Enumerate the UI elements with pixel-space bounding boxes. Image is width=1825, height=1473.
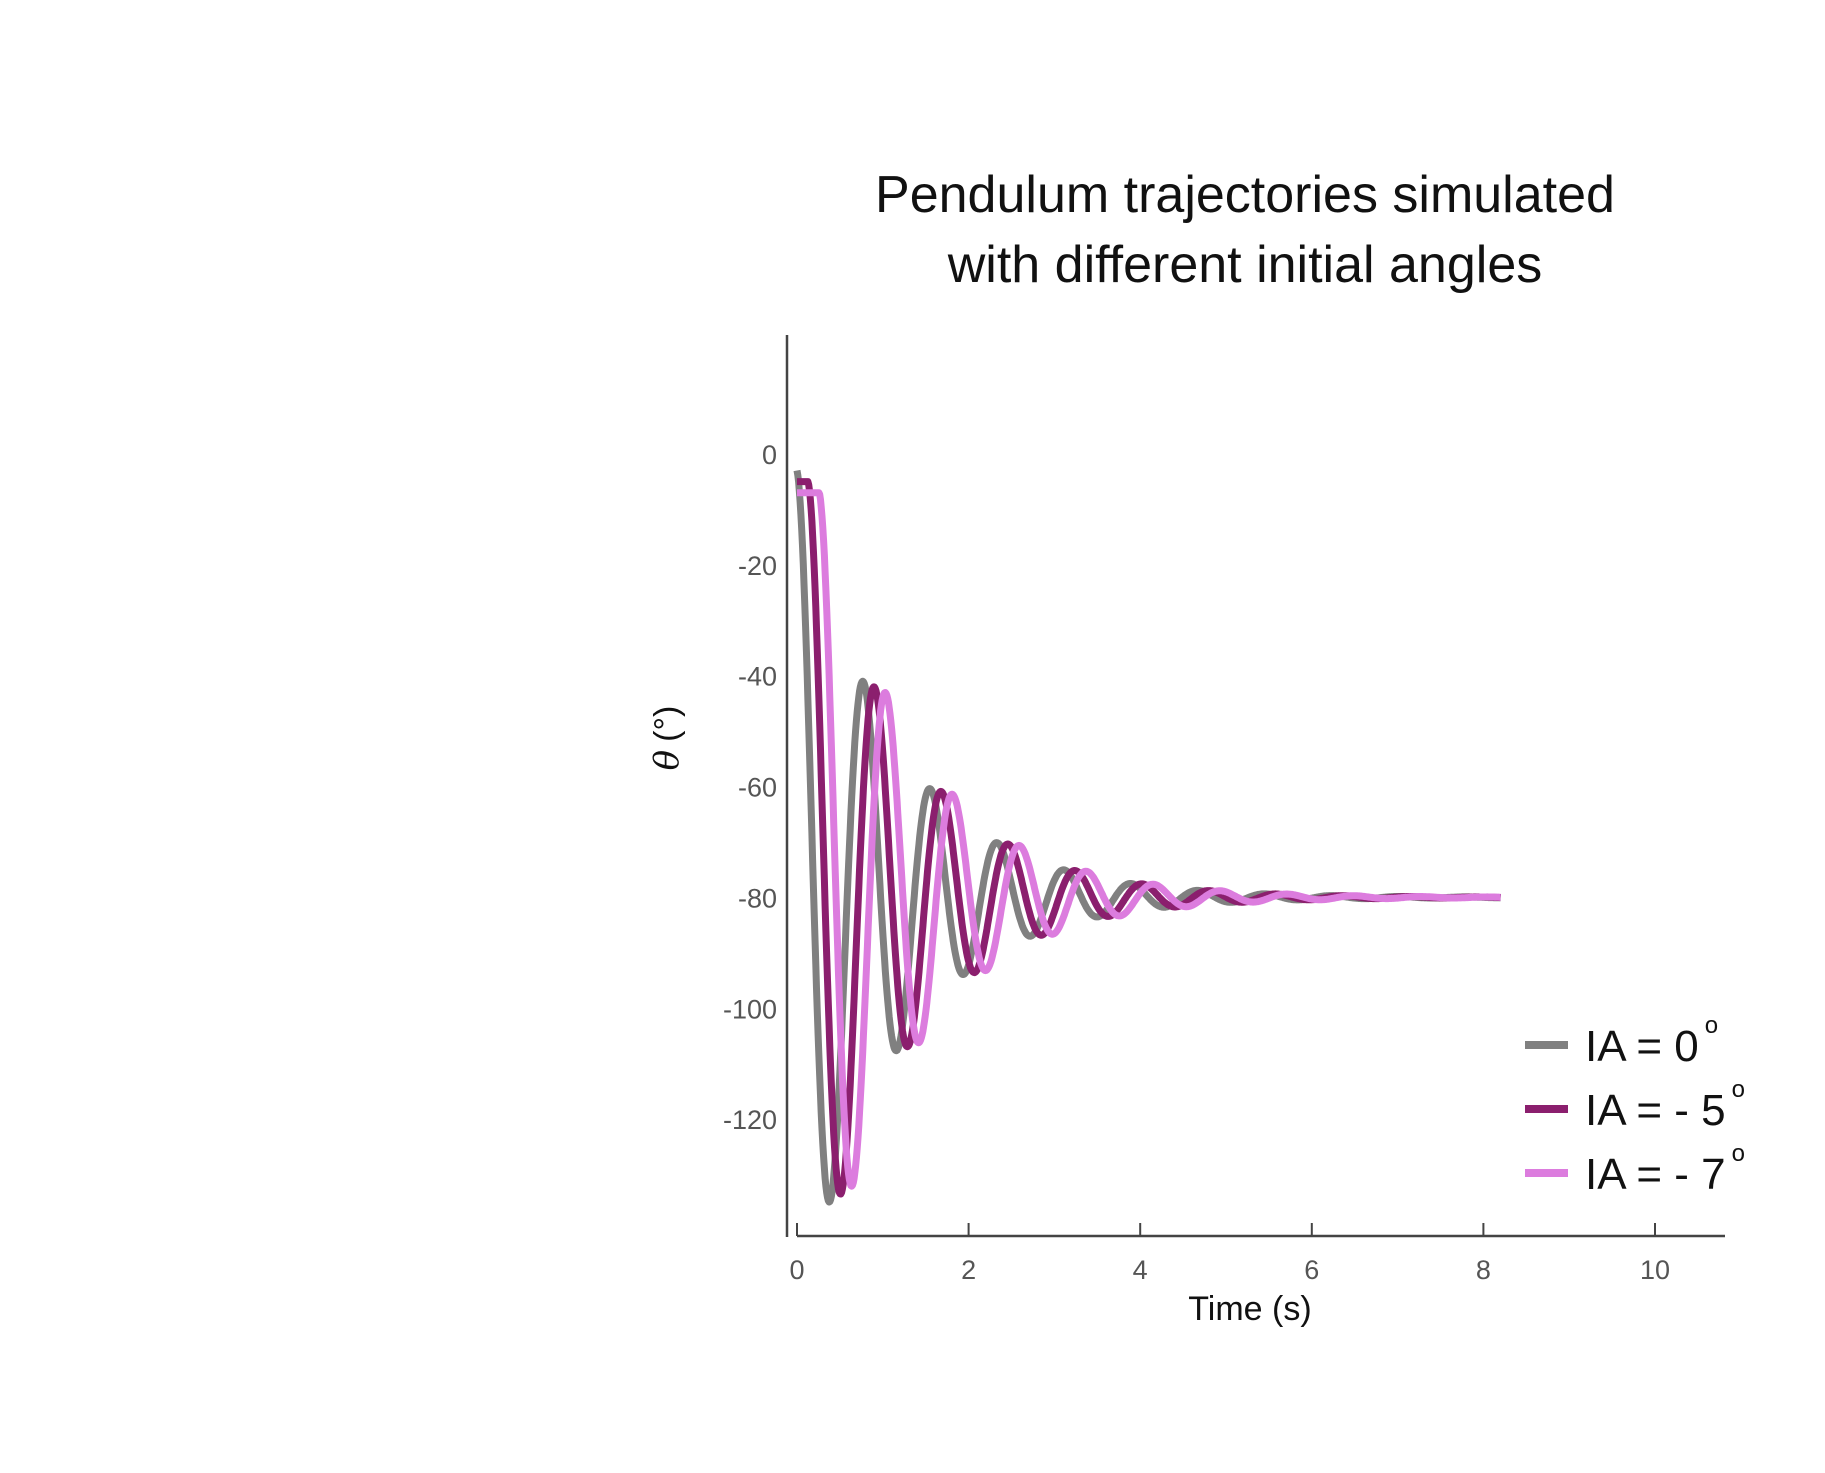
x-tick-label: 8	[1476, 1255, 1491, 1285]
x-tick-label: 4	[1133, 1255, 1148, 1285]
y-tick-label: -80	[738, 883, 777, 913]
x-tick-label: 6	[1304, 1255, 1319, 1285]
y-tick-labels: 0 -20 -40 -60 -80 -100 -120	[723, 440, 777, 1135]
y-tick-label: -60	[738, 773, 777, 803]
x-axis-label: Time (s)	[1188, 1290, 1311, 1328]
legend-label: IA = - 5	[1585, 1086, 1726, 1135]
legend-label: IA = - 7	[1585, 1150, 1726, 1199]
legend-degree-sign: o	[1705, 1012, 1718, 1039]
x-tick-label: 10	[1640, 1255, 1670, 1285]
y-axis-label-symbol: θ	[647, 750, 687, 770]
series-lines	[793, 469, 1504, 1206]
y-axis-label: θ (°)	[647, 706, 687, 771]
y-tick-label: -40	[738, 662, 777, 692]
x-tick-label: 0	[789, 1255, 804, 1285]
y-tick-label: 0	[762, 440, 777, 470]
y-tick-label: -120	[723, 1105, 777, 1135]
chart-title-line-2: with different initial angles	[947, 236, 1543, 294]
y-tick-label: -20	[738, 551, 777, 581]
x-tick-labels: 0 2 4 6 8 10	[789, 1223, 1670, 1285]
y-axis-label-unit: (°)	[648, 706, 686, 742]
legend-degree-sign: o	[1732, 1076, 1745, 1103]
x-tick-label: 2	[961, 1255, 976, 1285]
series-line-3	[794, 489, 1504, 1190]
chart-title: Pendulum trajectories simulated with dif…	[875, 166, 1615, 294]
y-tick-label: -100	[723, 994, 777, 1024]
chart-title-line-1: Pendulum trajectories simulated	[875, 166, 1615, 224]
legend-degree-sign: o	[1732, 1140, 1745, 1167]
legend-label: IA = 0	[1585, 1022, 1699, 1071]
